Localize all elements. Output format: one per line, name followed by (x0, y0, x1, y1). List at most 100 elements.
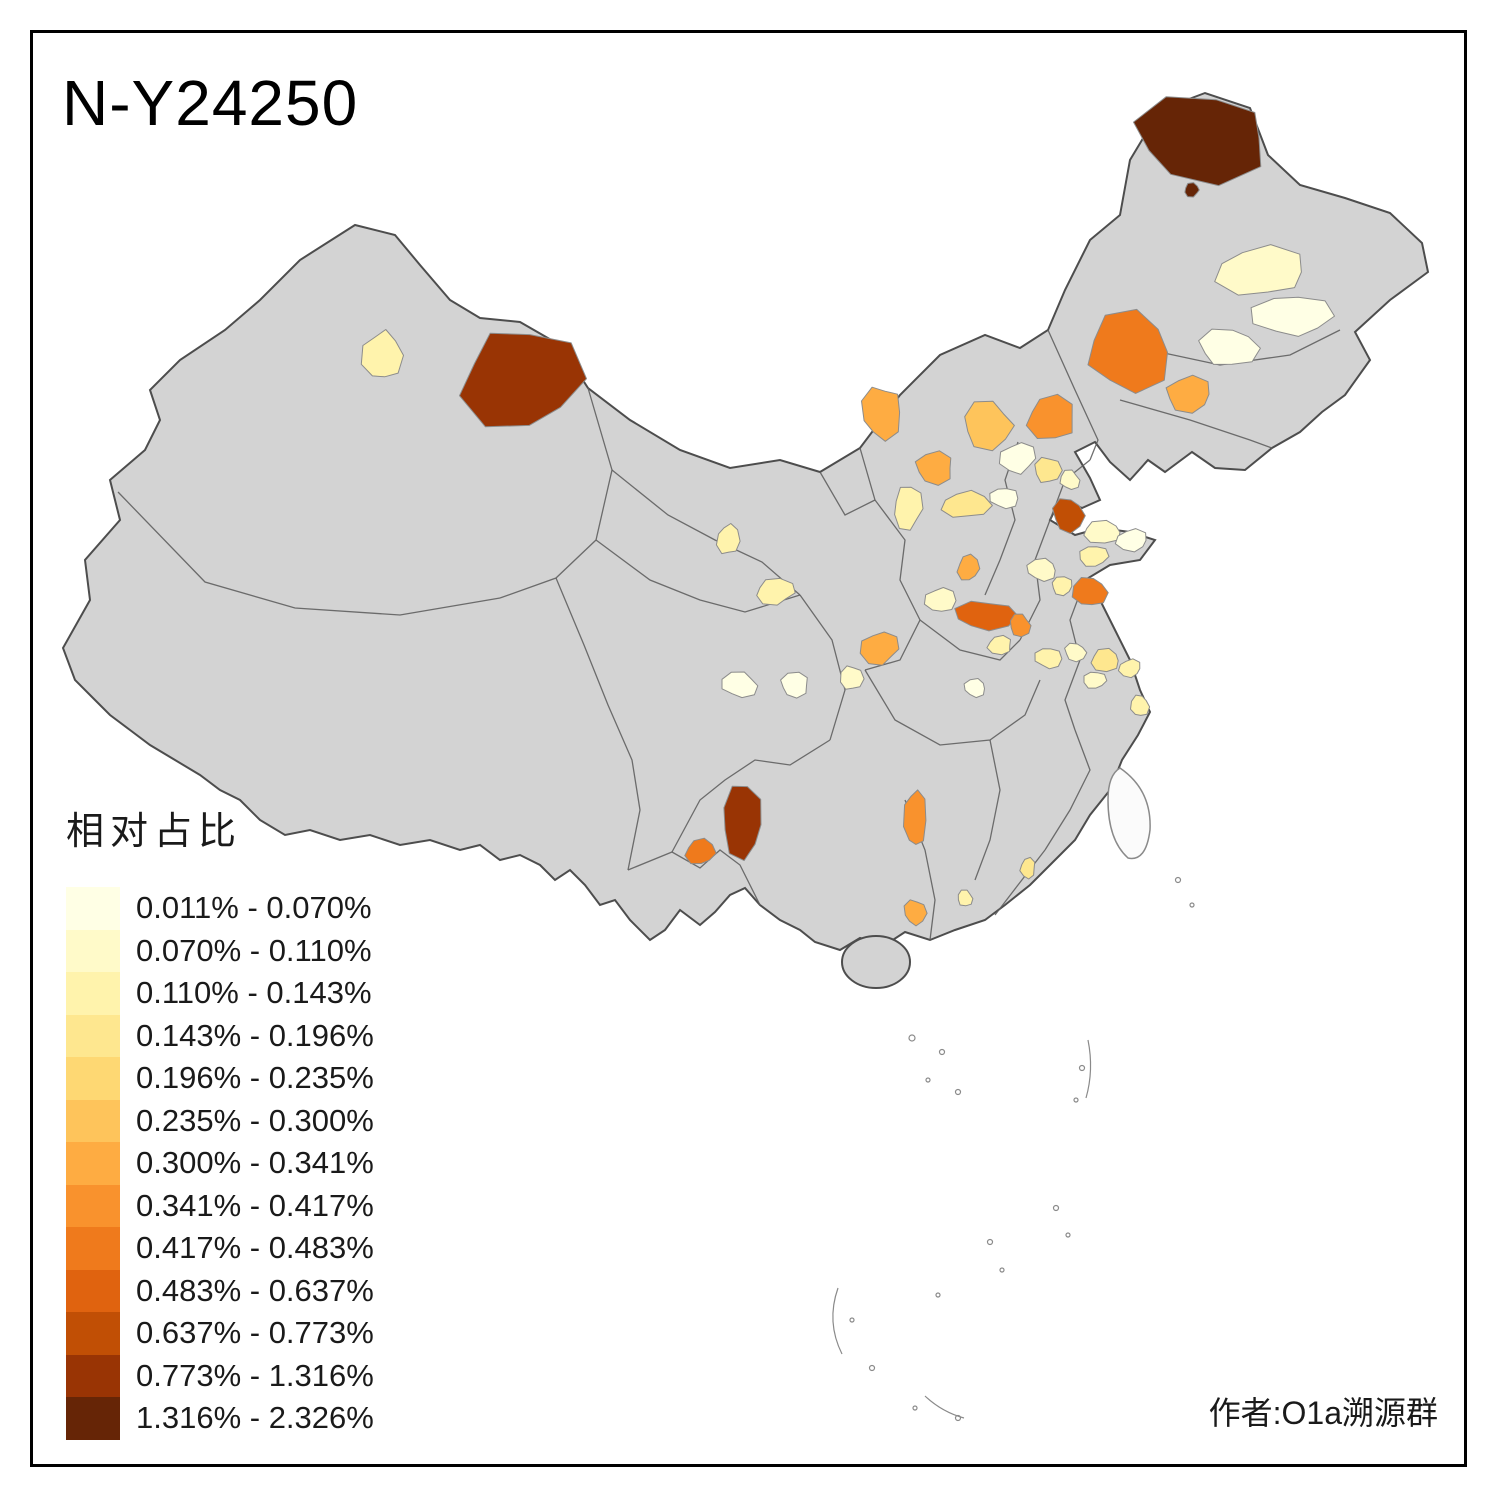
map-region (1083, 671, 1108, 689)
map-region (998, 442, 1037, 475)
map-region (1071, 577, 1109, 606)
map-region (1114, 528, 1147, 553)
map-region (964, 400, 1015, 452)
map-region (1133, 96, 1262, 187)
taiwan-island (1107, 767, 1151, 860)
map-region (1026, 557, 1056, 582)
legend-label: 0.110% - 0.143% (136, 975, 372, 1011)
legend-swatch (66, 1014, 120, 1057)
map-region (963, 678, 985, 699)
map-region (859, 631, 900, 666)
legend-label: 0.070% - 0.110% (136, 932, 372, 968)
map-title: N-Y24250 (62, 67, 359, 139)
map-region (1034, 456, 1063, 483)
map-region (923, 587, 957, 612)
legend-label: 0.300% - 0.341% (136, 1145, 374, 1181)
map-region (1184, 182, 1200, 198)
map-region (1052, 498, 1086, 534)
map-region (1087, 308, 1168, 394)
legend-label: 0.235% - 0.300% (136, 1102, 374, 1138)
legend-label: 0.773% - 1.316% (136, 1357, 374, 1393)
legend-row: 1.316% - 2.326% (66, 1397, 374, 1440)
legend-label: 0.637% - 0.773% (136, 1315, 374, 1351)
legend-row: 0.143% - 0.196% (66, 1014, 374, 1057)
map-region (1009, 613, 1032, 638)
map-region (684, 837, 717, 865)
legend-label: 0.483% - 0.637% (136, 1272, 374, 1308)
map-region (1214, 244, 1302, 296)
legend-swatch (66, 1142, 120, 1185)
province-borders (117, 329, 1341, 941)
map-region (1090, 647, 1119, 673)
legend-row: 0.637% - 0.773% (66, 1312, 374, 1355)
map-region (1117, 658, 1141, 679)
map-region (1059, 469, 1081, 490)
legend-row: 0.341% - 0.417% (66, 1184, 374, 1227)
legend-label: 0.011% - 0.070% (136, 890, 372, 926)
map-region (1079, 546, 1110, 567)
legend-label: 1.316% - 2.326% (136, 1400, 374, 1436)
legend-swatch (66, 1397, 120, 1440)
legend-rows: 0.011% - 0.070% 0.070% - 0.110% 0.110% - 0… (66, 887, 374, 1440)
map-region (723, 785, 762, 862)
legend-label: 0.417% - 0.483% (136, 1230, 374, 1266)
legend-row: 0.070% - 0.110% (66, 929, 374, 972)
map-region (1083, 519, 1121, 544)
map-region (894, 486, 924, 531)
map-region (954, 600, 1019, 632)
colored-regions (360, 96, 1335, 927)
map-region (360, 329, 404, 378)
map-region (756, 577, 796, 606)
map-region (1064, 642, 1088, 663)
legend-swatch (66, 887, 120, 930)
map-region (1025, 393, 1073, 439)
legend-label: 0.143% - 0.196% (136, 1017, 374, 1053)
china-outline (61, 91, 1430, 952)
map-region (940, 489, 993, 518)
map-region (1130, 694, 1151, 716)
map-region (986, 634, 1011, 656)
map-region (903, 899, 928, 927)
map-region (903, 789, 927, 845)
legend-swatch (66, 1099, 120, 1142)
map-region (957, 889, 974, 907)
legend-row: 0.773% - 1.316% (66, 1354, 374, 1397)
map-region (840, 665, 865, 690)
map-region (459, 332, 587, 428)
legend: 相对占比 0.011% - 0.070% 0.070% - 0.110% 0.110… (66, 800, 374, 1440)
map-region (780, 671, 808, 699)
map-region (861, 386, 901, 442)
legend-row: 0.110% - 0.143% (66, 972, 374, 1015)
legend-swatch (66, 929, 120, 972)
map-region (1198, 328, 1261, 365)
map-region (715, 523, 741, 555)
legend-label: 0.341% - 0.417% (136, 1187, 374, 1223)
legend-swatch (66, 1354, 120, 1397)
legend-swatch (66, 1184, 120, 1227)
sea-islands (832, 876, 1195, 1422)
map-region (721, 671, 759, 699)
legend-row: 0.235% - 0.300% (66, 1099, 374, 1142)
legend-swatch (66, 972, 120, 1015)
map-region (1051, 576, 1073, 597)
legend-swatch (66, 1227, 120, 1270)
map-region (1165, 374, 1210, 414)
legend-row: 0.300% - 0.341% (66, 1142, 374, 1185)
map-region (914, 450, 952, 486)
legend-swatch (66, 1269, 120, 1312)
legend-swatch (66, 1057, 120, 1100)
map-region (956, 553, 981, 581)
legend-label: 0.196% - 0.235% (136, 1060, 374, 1096)
map-region (989, 488, 1019, 510)
map-region (1019, 856, 1036, 880)
legend-swatch (66, 1312, 120, 1355)
legend-row: 0.417% - 0.483% (66, 1227, 374, 1270)
author-credit: 作者:O1a溯源群 (1208, 1395, 1438, 1431)
map-region (1034, 648, 1063, 670)
map-region (1250, 296, 1335, 337)
legend-row: 0.011% - 0.070% (66, 887, 374, 930)
legend-row: 0.483% - 0.637% (66, 1269, 374, 1312)
hainan-island (841, 935, 911, 989)
